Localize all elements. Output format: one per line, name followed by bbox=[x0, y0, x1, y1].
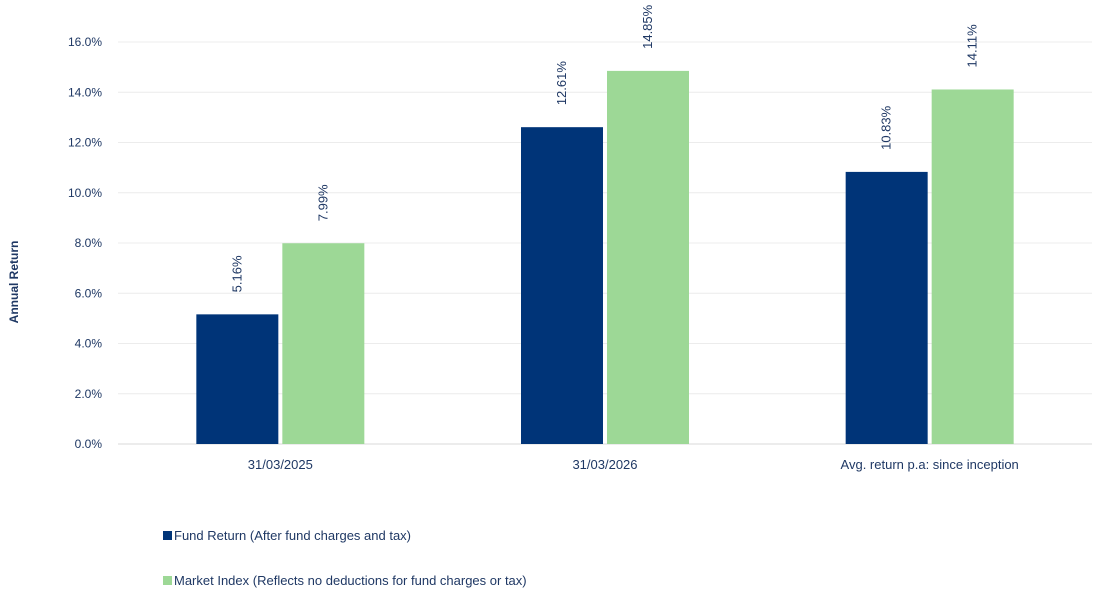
bar-data-label: 14.11% bbox=[965, 24, 980, 68]
legend-label-fund-return: Fund Return (After fund charges and tax) bbox=[174, 528, 412, 543]
y-tick-label: 14.0% bbox=[68, 85, 102, 99]
legend-label-market-index: Market Index (Reflects no deductions for… bbox=[174, 573, 527, 588]
y-tick-label: 8.0% bbox=[75, 236, 103, 250]
bar-data-label: 12.61% bbox=[554, 61, 569, 106]
x-category-label: 31/03/2025 bbox=[248, 457, 313, 472]
bar bbox=[196, 314, 279, 444]
y-tick-label: 2.0% bbox=[75, 387, 103, 401]
y-tick-label: 10.0% bbox=[68, 186, 102, 200]
x-category-label: Avg. return p.a: since inception bbox=[841, 457, 1019, 472]
legend-swatch-fund-return bbox=[163, 531, 172, 540]
bar-data-label: 10.83% bbox=[879, 105, 894, 150]
y-axis-ticks: 0.0% 2.0% 4.0% 6.0% 8.0% 10.0% 12.0% 14.0% 16.0% bbox=[68, 35, 102, 451]
y-tick-label: 0.0% bbox=[75, 437, 103, 451]
y-axis-title: Annual Return bbox=[7, 241, 21, 324]
bar-data-label: 7.99% bbox=[315, 184, 330, 221]
y-tick-label: 4.0% bbox=[75, 337, 103, 351]
bar bbox=[521, 127, 603, 444]
y-tick-label: 16.0% bbox=[68, 35, 102, 49]
bar-data-label: 14.85% bbox=[640, 4, 655, 49]
bars bbox=[196, 70, 1014, 445]
gridlines bbox=[118, 41, 1092, 445]
legend-swatch-market-index bbox=[163, 576, 172, 585]
legend-item-market-index: Market Index (Reflects no deductions for… bbox=[163, 573, 527, 588]
data-labels: 5.16% 7.99% 12.61% 14.85% 10.83% 14.11% bbox=[229, 4, 979, 292]
bar bbox=[607, 70, 689, 445]
bar bbox=[282, 243, 365, 444]
y-tick-label: 12.0% bbox=[68, 136, 102, 150]
legend-item-fund-return: Fund Return (After fund charges and tax) bbox=[163, 528, 411, 543]
x-category-label: 31/03/2026 bbox=[572, 457, 637, 472]
bar bbox=[931, 89, 1014, 444]
bar-data-label: 5.16% bbox=[229, 255, 244, 292]
y-tick-label: 6.0% bbox=[75, 286, 103, 300]
bar bbox=[845, 171, 928, 445]
x-axis-categories: 31/03/2025 31/03/2026 Avg. return p.a: sin… bbox=[248, 457, 1019, 472]
